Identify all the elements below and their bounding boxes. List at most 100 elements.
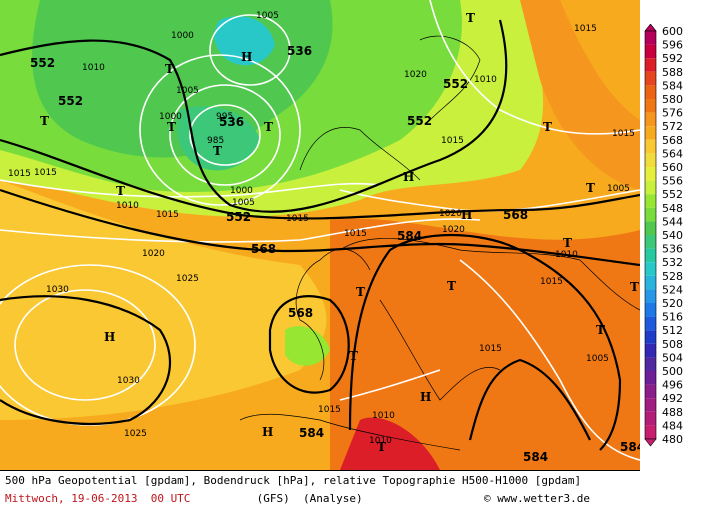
isobar-label: 1000 [230,186,253,196]
scale-tick-label: 592 [662,52,683,65]
isohypse-label: 536 [287,44,312,58]
scale-swatch [645,330,656,344]
scale-tick-label: 588 [662,66,683,79]
isohypse-label: 568 [251,242,276,256]
isohypses [0,19,640,451]
scale-swatch [645,316,656,331]
scale-swatch [645,153,656,167]
scale-tick-label: 544 [662,215,683,228]
isobar-label: 1010 [555,250,578,260]
scale-tick-label: 524 [662,283,683,296]
map-bottom-border [0,470,640,471]
model-name: (GFS) [256,492,290,505]
scale-swatch [645,411,656,426]
scale-swatch [645,384,656,399]
scale-tick-label: 492 [662,392,683,405]
isobar-label: 1005 [232,198,255,208]
scale-swatch [645,248,656,263]
isobar-label: 1020 [442,225,465,235]
isobar-label: 1015 [8,169,31,179]
scale-tick-label: 564 [662,147,683,160]
scale-tick-label: 540 [662,229,683,242]
isobar-label: 1010 [372,411,395,421]
low-pressure-marker: T [213,144,222,158]
scale-tick-label: 508 [662,338,683,351]
scale-tick-label: 512 [662,324,683,337]
scale-tick-label: 552 [662,188,683,201]
isobar-label: 1015 [318,405,341,415]
isobar-label: 1010 [369,436,392,446]
pressure-systems: H T T T T H T T T H T T T H H T T T T H … [40,11,639,454]
low-pressure-marker: T [630,280,639,294]
map-date-line: Mittwoch, 19-06-2013 00 UTC (GFS) (Analy… [5,492,363,505]
scale-swatch [645,207,656,222]
isobar-label: 1000 [171,31,194,41]
scale-swatch [645,85,656,99]
scale-swatch [645,343,656,358]
isobar-label: 1025 [176,274,199,284]
scale-tick-label: 596 [662,39,683,52]
isobar-label: 1030 [117,376,140,386]
isobar-label: 985 [207,136,224,146]
scale-swatch [645,99,656,113]
scale-swatch [645,44,656,59]
coastlines [239,35,640,451]
isobar-label: 1015 [34,168,57,178]
isobar-label: 1010 [82,63,105,73]
low-pressure-marker: T [596,323,605,337]
scale-tick-label: 572 [662,120,683,133]
scale-swatch [645,221,656,235]
scale-swatch [645,303,656,317]
scale-tick-label: 484 [662,419,683,432]
isobar-label: 1015 [344,229,367,239]
scale-swatch [645,398,656,412]
scale-tick-label: 528 [662,270,683,283]
scale-arrow-up [644,24,657,32]
low-pressure-marker: T [563,236,572,250]
scale-swatch [645,262,656,276]
low-pressure-marker: T [466,11,475,25]
scale-tick-label: 548 [662,202,683,215]
scale-swatch [645,289,656,303]
low-pressure-marker: T [40,114,49,128]
isobar-label: 1005 [256,11,279,21]
scale-tick-label: 584 [662,79,683,92]
scale-swatch [645,58,656,72]
scale-tick-label: 532 [662,256,683,269]
scale-swatch [645,235,656,249]
isobar-label: 995 [216,112,233,122]
isobar-label: 1015 [612,129,635,139]
scale-tick-label: 560 [662,161,683,174]
isohypse-labels: 552 552 536 536 552 552 552 568 568 584 … [30,44,640,464]
scale-swatch [645,275,656,290]
isobar-label: 1020 [404,70,427,80]
low-pressure-marker: T [349,349,358,363]
scale-tick-label: 580 [662,93,683,106]
isobar-label: 1005 [607,184,630,194]
isobar-label: 1005 [176,86,199,96]
scale-swatch [645,126,656,140]
scale-tick-label: 480 [662,433,683,446]
low-pressure-marker: T [543,120,552,134]
isohypse-label: 552 [226,210,251,224]
low-pressure-marker: T [264,120,273,134]
scale-tick-label: 520 [662,297,683,310]
scale-swatch [645,31,656,45]
low-pressure-marker: T [586,181,595,195]
isohypse-label: 584 [299,426,324,440]
valid-date: Mittwoch, 19-06-2013 00 UTC [5,492,191,505]
scale-swatch [645,71,656,86]
isohypse-label: 552 [407,114,432,128]
run-type: (Analyse) [303,492,363,505]
copyright-link[interactable]: © www.wetter3.de [484,492,590,505]
scale-tick-label: 516 [662,311,683,324]
color-scale-legend: 600 596 592 588 584 580 576 572 568 564 560 556 552 5… [641,24,704,456]
high-pressure-marker: H [262,425,273,439]
scale-swatch [645,180,656,195]
scale-swatch [645,112,656,127]
isobar-label: 1000 [159,112,182,122]
scale-arrow-down [644,438,657,447]
isobar-label: 1020 [439,209,462,219]
high-pressure-marker: H [104,330,115,344]
low-pressure-marker: T [356,285,365,299]
